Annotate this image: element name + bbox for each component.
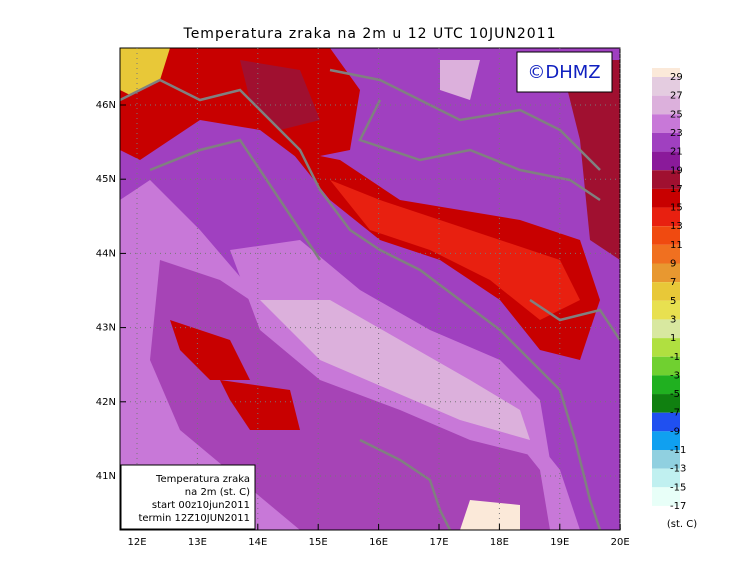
coastlines bbox=[120, 68, 620, 530]
legend-label: -13 bbox=[670, 464, 686, 475]
legend-swatch bbox=[652, 394, 680, 413]
legend-swatch bbox=[652, 338, 680, 357]
legend-swatch bbox=[652, 188, 680, 208]
legend-swatch bbox=[652, 244, 680, 264]
logo: ©DHMZ bbox=[527, 62, 600, 83]
legend-swatch bbox=[652, 114, 680, 133]
legend-swatch bbox=[652, 505, 680, 515]
lat-label: 43N bbox=[96, 323, 116, 334]
legend-swatch bbox=[652, 375, 680, 395]
lon-label: 14E bbox=[248, 537, 267, 548]
legend-swatch bbox=[652, 132, 680, 152]
info-line: termin 12Z10JUN2011 bbox=[138, 513, 250, 524]
lon-label: 13E bbox=[188, 537, 207, 548]
legend-swatch bbox=[652, 282, 680, 301]
lat-label: 42N bbox=[96, 397, 116, 408]
legend-swatch bbox=[652, 319, 680, 339]
legend-swatch bbox=[652, 77, 680, 96]
lon-label: 15E bbox=[309, 537, 328, 548]
legend-label: -7 bbox=[670, 408, 680, 419]
lon-label: 17E bbox=[429, 537, 448, 548]
legend-label: 15 bbox=[670, 203, 683, 214]
legend-label: -5 bbox=[670, 389, 680, 400]
legend-swatch bbox=[652, 468, 680, 488]
legend-unit: (st. C) bbox=[667, 519, 697, 530]
legend-label: 7 bbox=[670, 277, 676, 288]
info-line: Temperatura zraka bbox=[155, 474, 250, 485]
legend-label: 29 bbox=[670, 72, 683, 83]
legend-swatch bbox=[652, 450, 680, 469]
legend-label: 9 bbox=[670, 259, 676, 270]
info-line: start 00z10jun2011 bbox=[152, 500, 250, 511]
lat-label: 41N bbox=[96, 471, 116, 482]
legend-label: 11 bbox=[670, 240, 683, 251]
legend-label: -1 bbox=[670, 352, 680, 363]
legend-label: -3 bbox=[670, 370, 680, 381]
legend-label: 19 bbox=[670, 165, 683, 176]
legend-swatch bbox=[652, 487, 680, 506]
lat-label: 46N bbox=[96, 100, 116, 111]
lon-label: 12E bbox=[127, 537, 146, 548]
legend-swatch bbox=[652, 170, 680, 189]
info-box bbox=[120, 464, 256, 530]
legend-label: 1 bbox=[670, 333, 676, 344]
legend-swatch bbox=[652, 68, 680, 77]
legend-label: 5 bbox=[670, 296, 676, 307]
legend-label: 25 bbox=[670, 109, 683, 120]
legend-swatch bbox=[652, 263, 680, 283]
legend-swatch bbox=[652, 431, 680, 450]
legend-label: 27 bbox=[670, 91, 683, 102]
legend-label: -9 bbox=[670, 426, 680, 437]
legend-swatch bbox=[652, 151, 680, 171]
legend-label: 21 bbox=[670, 147, 683, 158]
legend-swatch bbox=[652, 356, 680, 376]
info-line: na 2m (st. C) bbox=[185, 487, 250, 498]
legend-swatch bbox=[652, 226, 680, 245]
legend-swatch bbox=[652, 207, 680, 227]
legend-swatch bbox=[652, 412, 680, 432]
lon-label: 16E bbox=[369, 537, 388, 548]
title: Temperatura zraka na 2m u 12 UTC 10JUN20… bbox=[183, 26, 557, 42]
logo-box bbox=[516, 51, 613, 93]
lat-label: 45N bbox=[96, 174, 116, 185]
legend-label: 13 bbox=[670, 221, 683, 232]
lon-label: 20E bbox=[611, 537, 630, 548]
lon-label: 18E bbox=[490, 537, 509, 548]
lon-label: 19E bbox=[550, 537, 569, 548]
lat-label: 44N bbox=[96, 248, 116, 259]
legend-label: -15 bbox=[670, 482, 686, 493]
legend-label: 17 bbox=[670, 184, 683, 195]
legend-label: 3 bbox=[670, 314, 676, 325]
legend-label: 23 bbox=[670, 128, 683, 139]
legend-label: -17 bbox=[670, 501, 686, 512]
legend-swatch bbox=[652, 95, 680, 115]
legend-label: -11 bbox=[670, 445, 686, 456]
legend-swatch bbox=[652, 300, 680, 320]
